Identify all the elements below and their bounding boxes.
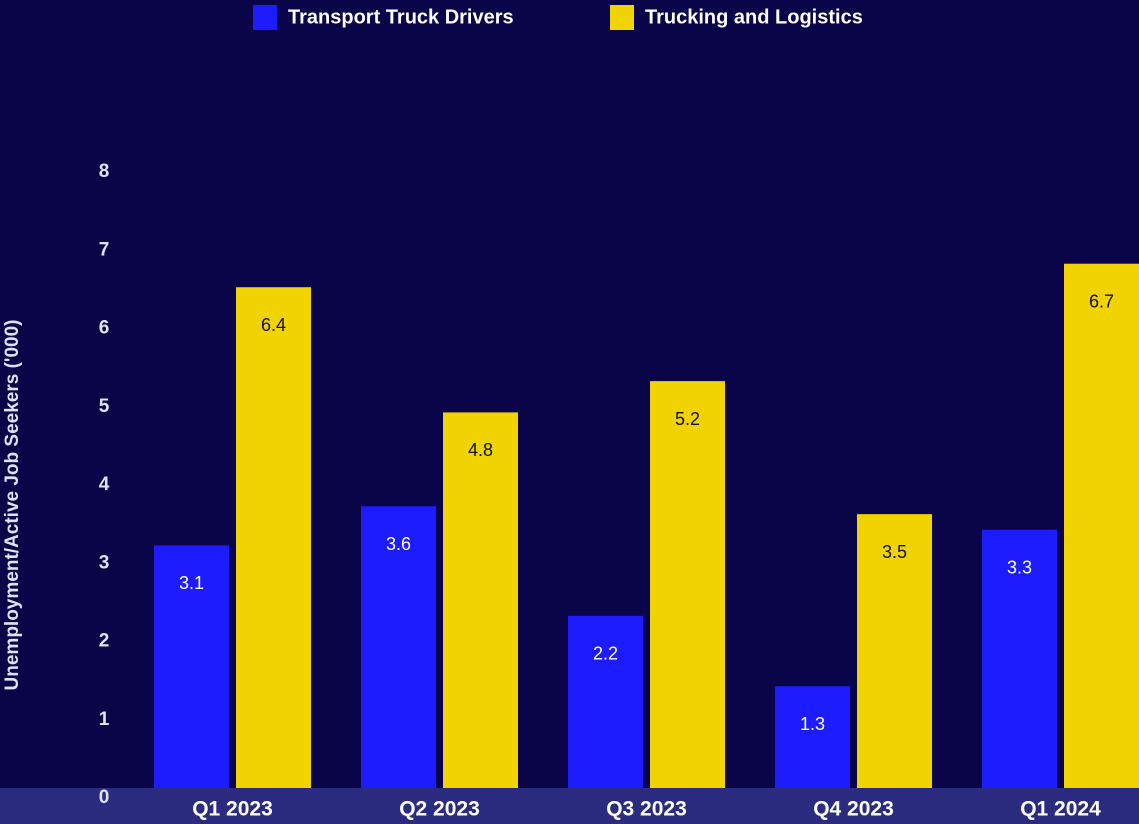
data-label: 3.3 — [1007, 558, 1032, 578]
y-tick-label: 2 — [99, 631, 110, 652]
y-tick-label: 6 — [99, 318, 110, 339]
legend-swatch — [610, 5, 634, 30]
y-tick-label: 4 — [99, 474, 110, 495]
bar — [443, 412, 518, 788]
data-label: 1.3 — [800, 714, 825, 734]
bar — [775, 686, 850, 788]
bar — [154, 545, 229, 788]
bar — [857, 514, 932, 788]
y-tick-label: 8 — [99, 161, 110, 182]
y-tick-label: 7 — [99, 239, 110, 260]
x-tick-label: Q4 2023 — [813, 798, 894, 821]
x-tick-label: Q3 2023 — [606, 798, 687, 821]
data-label: 3.5 — [882, 542, 907, 562]
y-axis-title: Unemployment/Active Job Seekers ('000) — [2, 320, 23, 691]
data-label: 6.7 — [1089, 291, 1114, 311]
bar — [982, 529, 1057, 788]
y-tick-label: 1 — [99, 709, 110, 730]
data-label: 6.4 — [261, 315, 286, 335]
data-label: 2.2 — [593, 644, 618, 664]
legend-label: Trucking and Logistics — [645, 6, 863, 28]
x-tick-label: Q2 2023 — [399, 798, 480, 821]
data-label: 4.8 — [468, 440, 493, 460]
y-tick-label: 0 — [99, 787, 110, 808]
bar — [361, 506, 436, 788]
legend-label: Transport Truck Drivers — [288, 6, 514, 28]
y-tick-label: 5 — [99, 396, 110, 417]
data-label: 3.6 — [386, 534, 411, 554]
bar — [650, 381, 725, 788]
x-axis-band — [0, 788, 1139, 824]
legend-swatch — [253, 5, 277, 30]
bar — [568, 615, 643, 788]
bar — [236, 287, 311, 788]
x-tick-label: Q1 2023 — [192, 798, 273, 821]
x-tick-label: Q1 2024 — [1020, 798, 1101, 821]
bar — [1064, 263, 1139, 789]
data-label: 3.1 — [179, 573, 204, 593]
y-tick-label: 3 — [99, 552, 110, 573]
data-label: 5.2 — [675, 409, 700, 429]
